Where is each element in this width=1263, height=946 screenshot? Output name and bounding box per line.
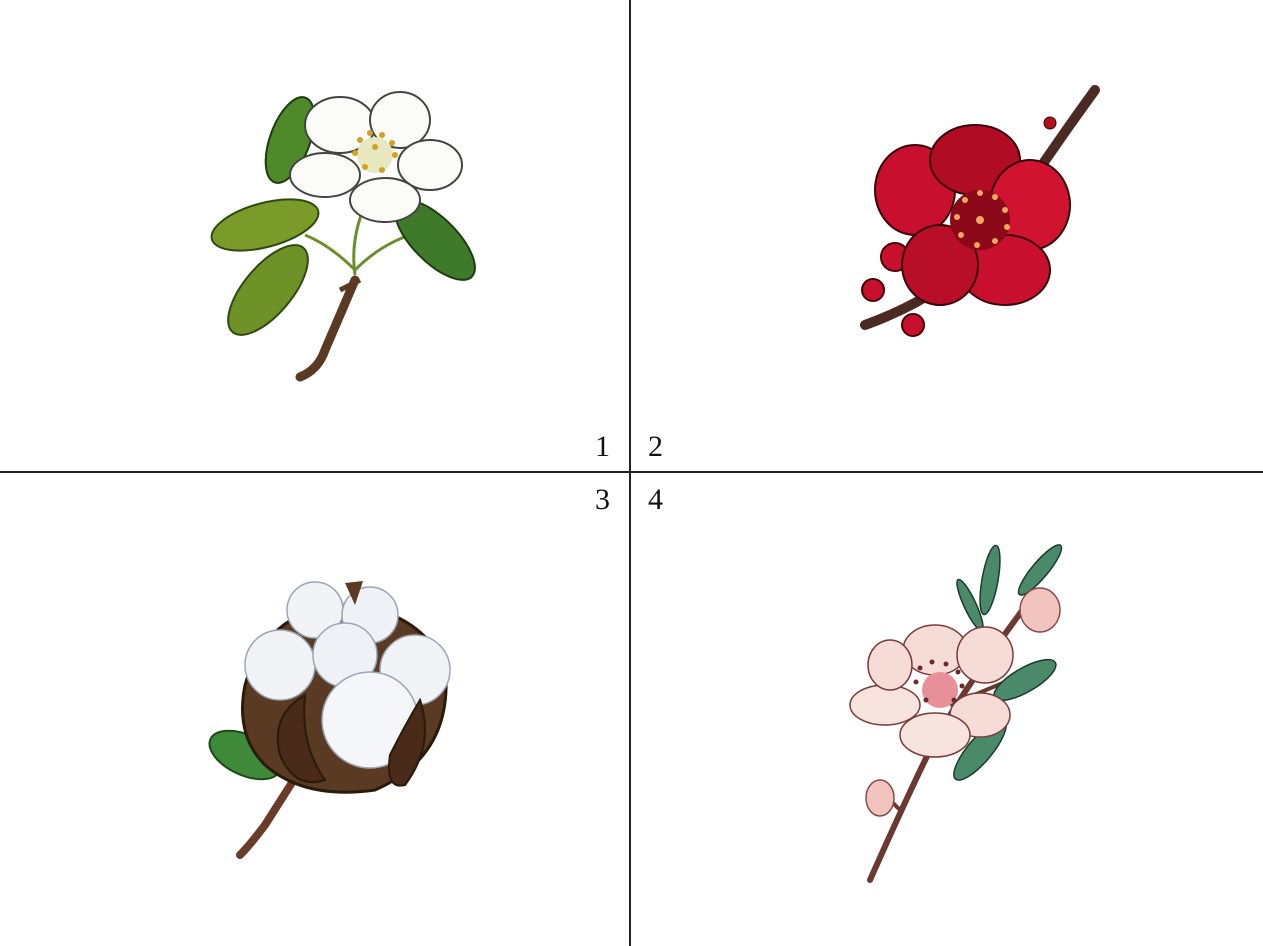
horizontal-divider: [0, 471, 1263, 473]
peach-blossom-illustration: [849, 544, 1063, 883]
panel-number-1: 1: [595, 430, 610, 463]
panel-number-3: 3: [595, 483, 610, 516]
panel-number-4: 4: [648, 483, 663, 516]
red-quince-blossom-illustration: [860, 85, 1100, 337]
cotton-boll-illustration: [208, 581, 451, 859]
panel-number-2: 2: [648, 430, 663, 463]
vertical-divider: [629, 0, 631, 946]
pear-blossom-illustration: [210, 91, 476, 382]
